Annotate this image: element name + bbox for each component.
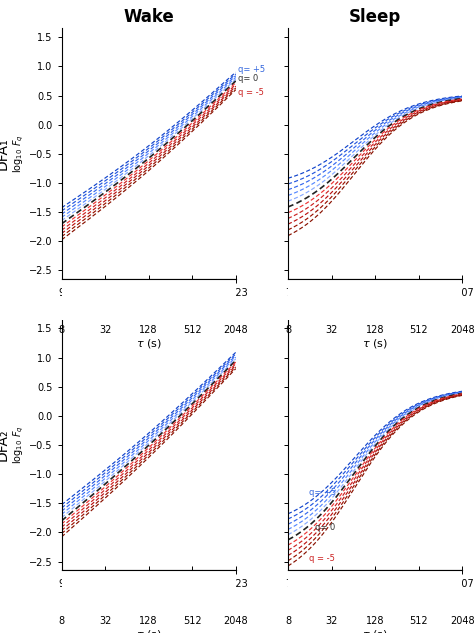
X-axis label: n (beats): n (beats)	[350, 301, 400, 311]
Text: DFA₁: DFA₁	[0, 137, 9, 170]
Text: q = -5: q = -5	[309, 554, 335, 563]
Title: Sleep: Sleep	[349, 8, 401, 25]
Y-axis label: log$_{10}$ $F_q$: log$_{10}$ $F_q$	[12, 425, 26, 465]
X-axis label: $\tau$ (s): $\tau$ (s)	[362, 337, 388, 349]
Y-axis label: log$_{10}$ $F_q$: log$_{10}$ $F_q$	[12, 134, 26, 173]
X-axis label: n (beats): n (beats)	[124, 301, 174, 311]
Text: q = -5: q = -5	[238, 87, 264, 96]
Text: q= 0: q= 0	[238, 74, 258, 83]
Text: q= +5: q= +5	[238, 65, 265, 74]
Text: q= 0: q= 0	[315, 523, 335, 532]
X-axis label: n (beats): n (beats)	[124, 592, 174, 602]
X-axis label: n (beats): n (beats)	[350, 592, 400, 602]
Title: Wake: Wake	[123, 8, 174, 25]
Text: q= +5: q= +5	[309, 488, 336, 497]
X-axis label: $\tau$ (s): $\tau$ (s)	[136, 337, 162, 349]
Text: DFA₂: DFA₂	[0, 429, 9, 461]
X-axis label: $\tau$ (s): $\tau$ (s)	[136, 628, 162, 633]
X-axis label: $\tau$ (s): $\tau$ (s)	[362, 628, 388, 633]
